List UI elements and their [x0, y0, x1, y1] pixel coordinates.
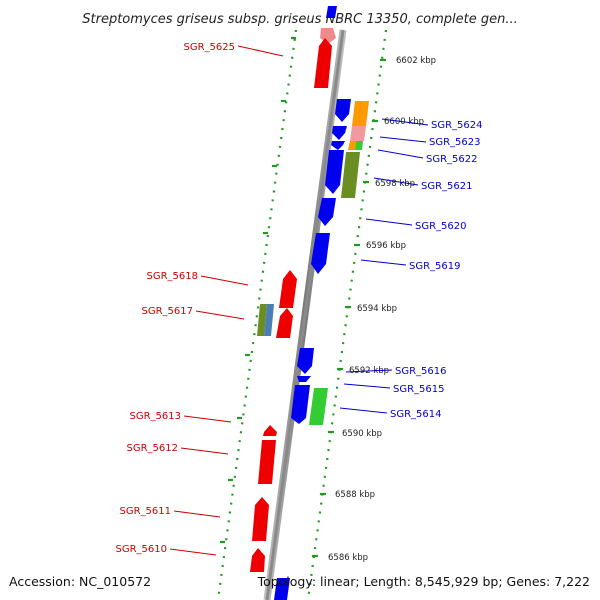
gene-label[interactable]: SGR_5621 [373, 177, 473, 192]
gene-label[interactable]: SGR_5624 [381, 118, 483, 131]
scale-tick: 6602 kbp [380, 56, 436, 66]
scale-tick-label: 6590 kbp [342, 429, 382, 439]
gene-label[interactable]: SGR_5614 [339, 407, 442, 420]
scale-tick: 6594 kbp [345, 304, 397, 314]
feature-block[interactable] [352, 101, 369, 126]
gene-label-text: SGR_5619 [409, 261, 461, 272]
left-strand-genes [250, 6, 337, 572]
genome-summary-text: Topology: linear; Length: 8,545,929 bp; … [257, 574, 590, 589]
gene-arrow[interactable] [325, 150, 344, 194]
gene-label[interactable]: SGR_5611 [120, 506, 221, 518]
gene-label-text: SGR_5614 [390, 409, 442, 420]
gene-label[interactable]: SGR_5617 [142, 306, 245, 320]
gene-label-text: SGR_5610 [116, 544, 168, 555]
gene-arrow[interactable] [331, 141, 345, 150]
scale-tick-label: 6586 kbp [328, 553, 368, 563]
gene-label[interactable]: SGR_5620 [365, 218, 467, 232]
scale-tick-label: 6596 kbp [366, 241, 406, 251]
scale-tick-label: 6598 kbp [375, 179, 415, 189]
gene-label[interactable]: SGR_5622 [377, 149, 478, 165]
gene-label[interactable]: SGR_5612 [127, 443, 229, 455]
left-gene-labels: SGR_5625 SGR_5618 SGR_5617 SGR_5613 SGR_… [116, 42, 284, 556]
gene-label-text: SGR_5616 [395, 366, 447, 377]
scale-tick-label: 6588 kbp [335, 490, 375, 500]
gene-label[interactable]: SGR_5618 [147, 271, 249, 286]
gene-label-text: SGR_5613 [130, 411, 182, 422]
feature-block[interactable] [341, 152, 360, 198]
gene-arrow[interactable] [250, 548, 265, 572]
gene-arrow[interactable] [297, 376, 311, 382]
feature-block[interactable] [355, 141, 363, 150]
gene-arrow[interactable] [263, 425, 277, 436]
scale-tick: 6588 kbp [320, 490, 375, 500]
gene-arrow[interactable] [274, 578, 290, 600]
gene-arrow[interactable] [279, 270, 297, 308]
left-track-ticks [220, 36, 296, 544]
map-title: Streptomyces griseus subsp. griseus NBRC… [82, 12, 517, 27]
accession-text: Accession: NC_010572 [9, 574, 151, 589]
right-gene-labels: SGR_5624 SGR_5623 SGR_5622 SGR_5621 SGR_… [339, 118, 483, 420]
gene-label[interactable]: SGR_5623 [379, 136, 481, 148]
gene-label-text: SGR_5623 [429, 137, 481, 148]
gene-label-text: SGR_5620 [415, 221, 467, 232]
right-features [309, 101, 369, 425]
gene-arrow[interactable] [311, 233, 330, 274]
gene-label[interactable]: SGR_5625 [184, 42, 284, 57]
gene-arrow[interactable] [335, 99, 351, 122]
gene-label[interactable]: SGR_5613 [130, 411, 232, 423]
scale-tick: 6598 kbp [363, 179, 415, 189]
gene-arrow[interactable] [252, 497, 269, 541]
scale-tick: 6596 kbp [354, 241, 406, 251]
gene-label-text: SGR_5618 [147, 271, 199, 282]
gene-arrow[interactable] [314, 38, 332, 88]
gene-label-text: SGR_5615 [393, 384, 445, 395]
feature-block[interactable] [264, 304, 274, 336]
scale-tick-label: 6594 kbp [357, 304, 397, 314]
right-strand-genes [274, 99, 351, 600]
gene-label-text: SGR_5617 [142, 306, 194, 317]
gene-arrow[interactable] [332, 126, 347, 140]
scale-tick: 6590 kbp [328, 429, 382, 439]
gene-arrow[interactable] [258, 440, 276, 484]
gene-arrow[interactable] [291, 385, 310, 424]
genome-backbone-core [265, 29, 345, 600]
left-features [257, 304, 274, 336]
gene-label-text: SGR_5624 [431, 120, 483, 131]
gene-label-text: SGR_5611 [120, 506, 172, 517]
gene-label[interactable]: SGR_5615 [343, 383, 445, 395]
feature-block[interactable] [348, 141, 356, 150]
feature-block[interactable] [257, 304, 267, 336]
gene-label-text: SGR_5612 [127, 443, 179, 454]
feature-block[interactable] [350, 126, 366, 141]
gene-label[interactable]: SGR_5616 [345, 366, 447, 377]
gene-arrow[interactable] [326, 6, 337, 18]
gene-arrow[interactable] [276, 308, 293, 338]
gene-label[interactable]: SGR_5610 [116, 544, 217, 556]
feature-block[interactable] [309, 388, 328, 425]
scale-tick-label: 6602 kbp [396, 56, 436, 66]
scale-tick: 6600 kbp [372, 117, 424, 127]
scale-tick: 6586 kbp [312, 553, 368, 563]
gene-label[interactable]: SGR_5619 [360, 259, 461, 272]
gene-label-text: SGR_5625 [184, 42, 236, 53]
gene-label-text: SGR_5621 [421, 181, 473, 192]
gene-label-text: SGR_5622 [426, 154, 478, 165]
gene-arrow[interactable] [318, 198, 336, 226]
gene-arrow[interactable] [297, 348, 314, 374]
